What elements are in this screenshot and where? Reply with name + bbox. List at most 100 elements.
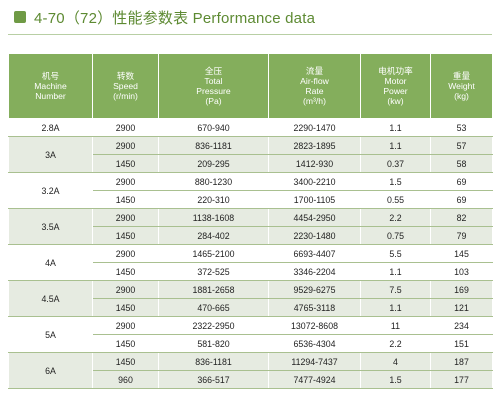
table-row: 3.2A 2900 880-1230 3400-2210 1.5 69 xyxy=(8,172,493,209)
page-title: 4-70（72）性能参数表 Performance data xyxy=(34,9,316,27)
header-en: (kg) xyxy=(454,91,469,101)
speed-cell: 2900 xyxy=(92,136,159,155)
weight-cell: 145 xyxy=(430,244,493,263)
header-total-pressure: 全压 Total Pressure (Pa) xyxy=(158,53,269,119)
pressure-cell: 836-1181 xyxy=(158,352,269,371)
airflow-cell: 3400-2210 xyxy=(268,172,361,191)
weight-cell: 69 xyxy=(430,190,493,209)
speed-cell: 1450 xyxy=(92,154,159,173)
title-marker-icon xyxy=(14,11,26,23)
airflow-cell: 1412-930 xyxy=(268,154,361,173)
pressure-cell: 366-517 xyxy=(158,370,269,389)
speed-cell: 1450 xyxy=(92,190,159,209)
header-row: 机号 Machine Number 转数 Speed (r/min) 全压 To… xyxy=(8,53,493,119)
weight-cell: 103 xyxy=(430,262,493,281)
pressure-cell: 284-402 xyxy=(158,226,269,245)
speed-cell: 2900 xyxy=(92,280,159,299)
header-cn: 转数 xyxy=(116,71,135,81)
table-row: 1450 220-310 1700-1105 0.55 69 xyxy=(9,190,493,209)
airflow-cell: 2823-1895 xyxy=(268,136,361,155)
weight-cell: 177 xyxy=(430,370,493,389)
power-cell: 1.1 xyxy=(360,298,431,317)
power-cell: 0.75 xyxy=(360,226,431,245)
table-row: 1450 209-295 1412-930 0.37 58 xyxy=(9,154,493,173)
airflow-cell: 4765-3118 xyxy=(268,298,361,317)
header-en: Machine xyxy=(34,81,67,91)
table-row: 1450 470-665 4765-3118 1.1 121 xyxy=(9,298,493,317)
power-cell: 4 xyxy=(360,352,431,371)
speed-cell: 2900 xyxy=(92,316,159,335)
header-en: (kw) xyxy=(387,96,404,106)
header-weight: 重量 Weight (kg) xyxy=(430,53,493,119)
table-row: 5A 2900 2322-2950 13072-8608 11 234 xyxy=(8,316,493,353)
table-row: 2.8A 2900 670-940 2290-1470 1.1 53 xyxy=(8,118,493,137)
header-cn: 电机功率 xyxy=(378,66,413,76)
machine-number-cell: 4.5A xyxy=(8,280,93,317)
table-row: 3A 2900 836-1181 2823-1895 1.1 57 xyxy=(8,136,493,173)
pressure-cell: 1881-2658 xyxy=(158,280,269,299)
table-row: 3.5A 2900 1138-1608 4454-2950 2.2 82 xyxy=(8,208,493,245)
weight-cell: 151 xyxy=(430,334,493,353)
header-en: (m³/h) xyxy=(303,96,326,106)
airflow-cell: 7477-4924 xyxy=(268,370,361,389)
header-cn: 机号 xyxy=(41,71,60,81)
machine-number-cell: 3.5A xyxy=(8,208,93,245)
speed-cell: 1450 xyxy=(92,298,159,317)
table-row: 960 366-517 7477-4924 1.5 177 xyxy=(9,370,493,389)
table-row: 6A 1450 836-1181 11294-7437 4 187 xyxy=(8,352,493,389)
pressure-cell: 836-1181 xyxy=(158,136,269,155)
weight-cell: 57 xyxy=(430,136,493,155)
pressure-cell: 670-940 xyxy=(158,118,269,137)
weight-cell: 79 xyxy=(430,226,493,245)
header-en: Pressure xyxy=(196,86,231,96)
power-cell: 7.5 xyxy=(360,280,431,299)
speed-cell: 2900 xyxy=(92,172,159,191)
machine-number-cell: 2.8A xyxy=(8,118,93,137)
header-en: (r/min) xyxy=(113,91,138,101)
airflow-cell: 13072-8608 xyxy=(268,316,361,335)
power-cell: 5.5 xyxy=(360,244,431,263)
speed-cell: 1450 xyxy=(92,226,159,245)
weight-cell: 53 xyxy=(430,118,493,137)
header-en: Number xyxy=(35,91,66,101)
airflow-cell: 2230-1480 xyxy=(268,226,361,245)
title-divider xyxy=(8,34,492,35)
table-row: 4A 2900 1465-2100 6693-4407 5.5 145 xyxy=(8,244,493,281)
table-row: 1450 581-820 6536-4304 2.2 151 xyxy=(9,334,493,353)
speed-cell: 2900 xyxy=(92,118,159,137)
header-cn: 全压 xyxy=(204,66,223,76)
airflow-cell: 11294-7437 xyxy=(268,352,361,371)
header-en: Total xyxy=(204,76,223,86)
speed-cell: 1450 xyxy=(92,334,159,353)
pressure-cell: 372-525 xyxy=(158,262,269,281)
header-airflow-rate: 流量 Air-flow Rate (m³/h) xyxy=(268,53,361,119)
title-bar: 4-70（72）性能参数表 Performance data xyxy=(8,4,492,30)
machine-number-cell: 3.2A xyxy=(8,172,93,209)
speed-cell: 1450 xyxy=(92,352,159,371)
machine-number-cell: 5A xyxy=(8,316,93,353)
power-cell: 1.1 xyxy=(360,262,431,281)
header-en: Motor xyxy=(384,76,407,86)
weight-cell: 82 xyxy=(430,208,493,227)
pressure-cell: 1138-1608 xyxy=(158,208,269,227)
pressure-cell: 220-310 xyxy=(158,190,269,209)
weight-cell: 234 xyxy=(430,316,493,335)
power-cell: 1.5 xyxy=(360,172,431,191)
header-cn: 流量 xyxy=(305,66,324,76)
power-cell: 1.1 xyxy=(360,118,431,137)
pressure-cell: 209-295 xyxy=(158,154,269,173)
header-en: Weight xyxy=(448,81,475,91)
header-cn: 重量 xyxy=(452,71,471,81)
header-en: Rate xyxy=(305,86,324,96)
speed-cell: 960 xyxy=(92,370,159,389)
header-speed: 转数 Speed (r/min) xyxy=(92,53,159,119)
pressure-cell: 470-665 xyxy=(158,298,269,317)
machine-number-cell: 6A xyxy=(8,352,93,389)
weight-cell: 187 xyxy=(430,352,493,371)
header-motor-power: 电机功率 Motor Power (kw) xyxy=(360,53,431,119)
header-en: Air-flow xyxy=(300,76,329,86)
header-en: Speed xyxy=(113,81,138,91)
airflow-cell: 6693-4407 xyxy=(268,244,361,263)
speed-cell: 2900 xyxy=(92,208,159,227)
pressure-cell: 1465-2100 xyxy=(158,244,269,263)
